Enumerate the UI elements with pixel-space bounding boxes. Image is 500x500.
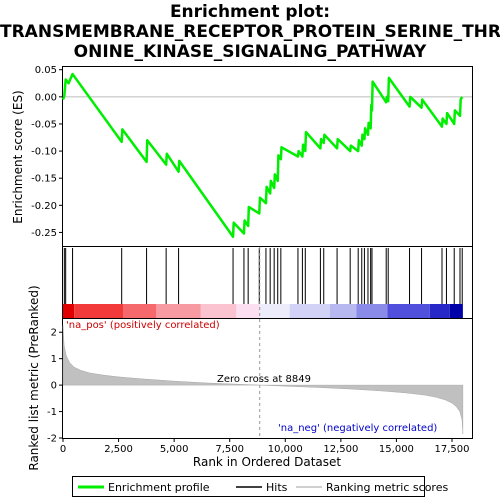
- xtick-label-6: 15,000: [379, 444, 414, 455]
- heat-bar-segment-12: [449, 304, 463, 318]
- plot-title: Enrichment plot: TRANSMEMBRANE_RECEPTOR_…: [0, 2, 500, 62]
- es-y-axis-label: Enrichment score (ES): [11, 90, 25, 223]
- pos-label: 'na_pos' (positively correlated): [66, 320, 220, 331]
- heat-bar-segment-3: [156, 304, 201, 318]
- ranking-metric-series: [62, 325, 464, 435]
- ranked-ytick-label-3: 1: [51, 354, 57, 365]
- xtick-label-5: 12,500: [323, 444, 358, 455]
- heat-bar-segment-0: [63, 304, 75, 318]
- zero-cross-label: Zero cross at 8849: [217, 374, 311, 385]
- es-ytick-label-6: 0.05: [35, 65, 57, 76]
- neg-label: 'na_neg' (negatively correlated): [278, 423, 437, 434]
- enrichment-profile-line: [61, 72, 464, 239]
- heat-bar-segment-9: [356, 304, 388, 318]
- heat-bar-segment-1: [74, 304, 124, 318]
- es-ytick-label-0: -0.25: [31, 228, 57, 239]
- es-ytick-label-3: -0.10: [31, 147, 57, 158]
- xtick-label-2: 5,000: [160, 444, 189, 455]
- heat-bar-segment-11: [429, 304, 450, 318]
- x-ticks: 0 2,500 5,000 7,500 10,000 12,500 15,000 17,500: [60, 438, 469, 455]
- heat-bar-segment-2: [123, 304, 157, 318]
- es-y-ticks: -0.25 -0.20 -0.15 -0.10 -0.05 0.00 0.05: [31, 65, 63, 239]
- title-line-3: ONINE_KINASE_SIGNALING_PATHWAY: [73, 42, 427, 62]
- heat-bar-segment-8: [329, 304, 357, 318]
- heat-bar-segment-4: [200, 304, 237, 318]
- ranked-ytick-label-2: 0: [51, 381, 57, 392]
- es-panel-frame: [62, 66, 473, 247]
- ranked-ytick-label-0: -2: [47, 434, 57, 445]
- xtick-label-3: 7,500: [215, 444, 244, 455]
- es-ytick-label-4: -0.05: [31, 119, 57, 130]
- title-line-2: TRANSMEMBRANE_RECEPTOR_PROTEIN_SERINE_TH…: [0, 22, 500, 42]
- ranking-metric-area: [62, 325, 464, 435]
- heat-bar-segment-6: [259, 304, 290, 318]
- ranked-y-ticks: -2 -1 0 1 2: [47, 328, 63, 445]
- xtick-label-1: 2,500: [104, 444, 133, 455]
- legend-hits-label: Hits: [266, 481, 288, 494]
- legend-ranking-label: Ranking metric scores: [326, 481, 448, 494]
- heat-bar-segment-5: [236, 304, 260, 318]
- ranked-panel-frame: [62, 318, 473, 439]
- x-axis-label: Rank in Ordered Dataset: [193, 455, 341, 469]
- es-ytick-label-5: 0.00: [35, 92, 57, 103]
- xtick-label-4: 10,000: [268, 444, 303, 455]
- legend-enrichment-label: Enrichment profile: [108, 481, 210, 494]
- heat-bar: [63, 304, 463, 318]
- enrichment-profile-group: [61, 72, 464, 239]
- es-ytick-label-1: -0.20: [31, 201, 57, 212]
- xtick-label-0: 0: [60, 444, 66, 455]
- ranked-ytick-label-4: 2: [51, 328, 57, 339]
- title-line-1: Enrichment plot:: [169, 2, 331, 22]
- hit-lines: [63, 248, 463, 304]
- ranked-y-axis-label: Ranked list metric (PreRanked): [27, 285, 41, 470]
- xtick-label-7: 17,500: [434, 444, 469, 455]
- ranked-ytick-label-1: -1: [47, 407, 57, 418]
- es-ytick-label-2: -0.15: [31, 174, 57, 185]
- heat-bar-segment-7: [289, 304, 330, 318]
- heat-bar-segment-10: [387, 304, 430, 318]
- legend: Enrichment profile Hits Ranking metric s…: [72, 476, 448, 497]
